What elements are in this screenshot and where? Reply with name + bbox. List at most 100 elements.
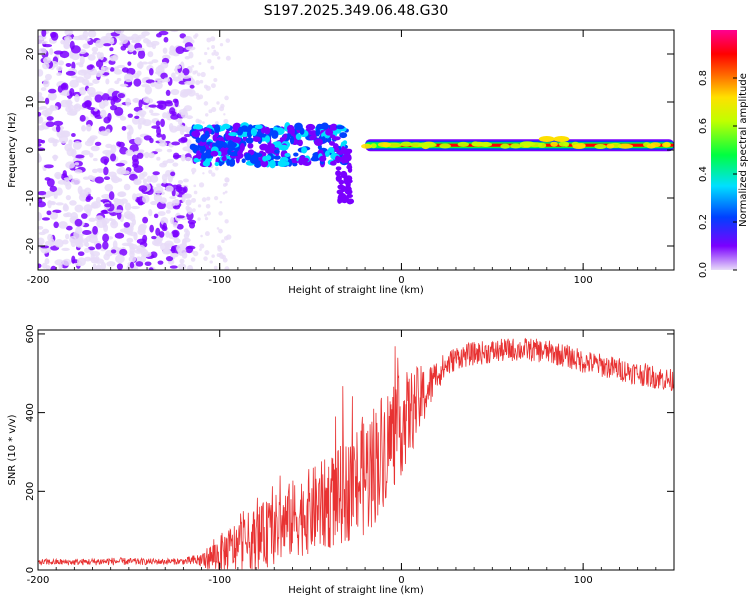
- heat-blob-noise: [38, 143, 42, 147]
- heat-blob-noise-fade: [197, 217, 201, 221]
- heat-blob-noise-fade: [211, 52, 215, 56]
- heat-blob-noise: [103, 166, 109, 176]
- heat-blob-noise: [71, 61, 76, 70]
- heat-blob-noise: [129, 261, 135, 269]
- heat-blob-noise: [165, 209, 171, 214]
- colorbar-tick-label: 0.8: [698, 70, 709, 86]
- heat-blob-noise: [156, 100, 167, 105]
- heat-blob-noise: [66, 98, 72, 108]
- heat-blob-noise-fade: [222, 257, 228, 263]
- heat-blob-noise-fade: [206, 37, 212, 43]
- heat-blob-noise: [38, 263, 42, 269]
- heat-blob-transition: [342, 140, 348, 145]
- heat-blob-noise: [53, 120, 64, 126]
- heat-blob-noise: [162, 160, 168, 166]
- heat-tone-blob: [537, 142, 547, 148]
- heat-blob-noise-fade: [224, 219, 229, 224]
- heat-blob-noise: [127, 61, 132, 66]
- heat-blob-noise: [40, 87, 47, 91]
- heat-tone-bump: [538, 135, 555, 142]
- heat-blob-noise: [42, 56, 52, 64]
- heat-blob-transition: [221, 123, 231, 130]
- heat-blob-noise-fade: [191, 208, 196, 213]
- heat-blob-noise: [148, 68, 154, 76]
- snr-ticks: -200 -100 0 100 0 200 400 600: [25, 324, 675, 586]
- heat-blob-noise: [132, 50, 137, 55]
- heat-blob-noise-fade: [207, 59, 212, 64]
- heat-blob-transition: [246, 130, 253, 138]
- heat-blob-noise: [38, 212, 43, 221]
- heat-blob-transition: [328, 146, 335, 153]
- heat-blob-noise-fade: [209, 260, 213, 264]
- heat-blob-noise: [176, 124, 185, 131]
- heat-blob-noise-fade: [197, 204, 202, 208]
- heat-blob-noise-fade: [204, 217, 209, 221]
- heat-blob-noise: [117, 141, 125, 148]
- heat-blob-noise: [149, 224, 154, 233]
- heat-blob-noise: [69, 87, 75, 97]
- heat-blob-noise: [180, 153, 186, 162]
- heat-blob-noise: [104, 183, 114, 192]
- spectrogram-heatmap: [38, 30, 674, 270]
- heat-blob-dip: [347, 162, 352, 169]
- heat-blob-noise: [102, 241, 109, 250]
- heat-blob-noise: [92, 51, 98, 55]
- heat-blob-noise: [74, 218, 83, 227]
- heat-blob-noise: [148, 104, 157, 108]
- heat-blob-noise: [42, 79, 50, 88]
- heat-blob-noise: [160, 217, 169, 226]
- heat-blob-noise-fade: [215, 166, 219, 171]
- heat-blob-noise: [112, 240, 118, 250]
- heat-blob-noise-fade: [210, 83, 216, 89]
- heat-blob-noise-fade: [219, 200, 223, 204]
- heat-blob-noise: [144, 105, 149, 109]
- heat-blob-noise: [79, 87, 87, 91]
- heat-blob-noise: [41, 262, 48, 269]
- heat-blob-noise: [173, 154, 183, 159]
- heat-blob-noise: [95, 72, 102, 77]
- snr-ytick-label: 0: [25, 567, 36, 573]
- colorbar-gradient: [711, 30, 737, 270]
- heat-blob-noise: [140, 254, 147, 263]
- heat-blob-noise: [69, 40, 75, 50]
- heat-blob-noise: [171, 141, 181, 146]
- heat-blob-noise: [136, 152, 144, 159]
- heat-blob-noise: [172, 162, 179, 167]
- heat-blob-noise-fade: [222, 183, 227, 187]
- heat-blob-noise-fade: [201, 197, 207, 202]
- heat-blob-noise: [160, 61, 169, 69]
- heat-blob-transition: [202, 160, 211, 167]
- heat-blob-noise-fade: [191, 167, 197, 173]
- heat-blob-noise: [87, 54, 96, 61]
- heat-blob-transition: [318, 155, 327, 162]
- heat-blob-noise: [59, 130, 70, 138]
- heat-blob-noise: [159, 197, 167, 204]
- heat-blob-noise: [136, 244, 146, 252]
- heat-blob-noise-fade: [191, 171, 195, 175]
- heat-blob-noise: [172, 76, 181, 82]
- heat-blob-noise: [42, 62, 50, 70]
- heat-blob-noise-fade: [204, 231, 210, 237]
- heat-blob-noise: [69, 200, 77, 206]
- heat-blob-noise: [136, 62, 144, 69]
- heat-blob-noise-fade: [195, 80, 201, 86]
- heat-blob-noise: [94, 141, 102, 147]
- heat-blob-noise-fade: [193, 190, 198, 195]
- heat-blob-transition: [313, 138, 323, 147]
- heat-blob-noise-fade: [213, 265, 218, 270]
- heat-blob-noise-fade: [199, 79, 204, 84]
- heat-blob-noise: [56, 65, 63, 72]
- heat-blob-noise: [165, 255, 174, 262]
- heat-blob-noise: [102, 233, 110, 243]
- heat-blob-noise: [85, 124, 92, 132]
- heat-blob-noise: [75, 76, 85, 83]
- heat-blob-noise: [83, 82, 94, 87]
- heat-blob-noise: [87, 246, 96, 251]
- heat-blob-noise: [170, 216, 175, 225]
- heat-blob-noise: [99, 130, 108, 136]
- heat-blob-transition: [273, 155, 281, 160]
- heat-blob-noise-fade: [193, 184, 197, 188]
- heat-blob-noise: [38, 153, 41, 163]
- heat-blob-noise: [155, 120, 161, 126]
